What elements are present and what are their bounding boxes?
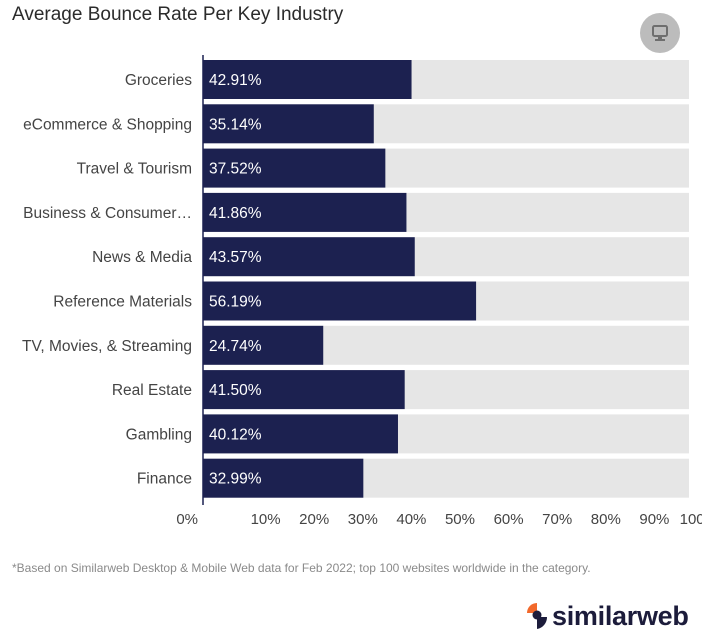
x-tick-label: 40% bbox=[396, 511, 426, 528]
bar-chart: 42.91% Groceries 35.14% eCommerce & Shoppin… bbox=[22, 55, 702, 528]
chart-title: Average Bounce Rate Per Key Industry bbox=[12, 4, 344, 25]
category-label: News & Media bbox=[92, 249, 192, 266]
category-label: Travel & Tourism bbox=[77, 161, 192, 178]
category-label: Business & Consumer… bbox=[23, 205, 192, 222]
brand-name: similarweb bbox=[552, 600, 689, 631]
bar[interactable] bbox=[203, 325, 324, 365]
x-tick-label: 50% bbox=[445, 511, 475, 528]
x-tick-label: 70% bbox=[542, 511, 572, 528]
x-tick-label: 20% bbox=[299, 511, 329, 528]
bar-value-label: 56.19% bbox=[209, 294, 262, 311]
category-label: Groceries bbox=[125, 72, 192, 89]
bar[interactable] bbox=[203, 60, 412, 99]
screen-view-button[interactable] bbox=[640, 13, 680, 53]
bar[interactable] bbox=[203, 370, 405, 410]
x-tick-label: 0% bbox=[176, 511, 198, 528]
bar[interactable] bbox=[203, 414, 398, 454]
category-label: Finance bbox=[137, 471, 192, 488]
x-tick-label: 30% bbox=[348, 511, 378, 528]
category-label: Real Estate bbox=[112, 382, 192, 399]
footnote: *Based on Similarweb Desktop & Mobile We… bbox=[12, 561, 591, 575]
bar[interactable] bbox=[203, 104, 374, 144]
x-tick-label: 60% bbox=[494, 511, 524, 528]
bar[interactable] bbox=[203, 192, 407, 232]
x-tick-label: 80% bbox=[591, 511, 621, 528]
monitor-icon bbox=[652, 25, 668, 41]
bar-value-label: 24.74% bbox=[209, 338, 262, 355]
category-label: Reference Materials bbox=[53, 294, 192, 311]
x-tick-label: 100% bbox=[680, 511, 702, 528]
similarweb-logo-icon bbox=[527, 603, 548, 629]
bar-value-label: 37.52% bbox=[209, 161, 262, 178]
category-label: eCommerce & Shopping bbox=[23, 116, 192, 133]
category-label: Gambling bbox=[126, 426, 192, 443]
bar-value-label: 42.91% bbox=[209, 72, 262, 89]
bar[interactable] bbox=[203, 148, 386, 188]
x-tick-label: 90% bbox=[639, 511, 669, 528]
bar-value-label: 41.86% bbox=[209, 205, 262, 222]
bar-value-label: 41.50% bbox=[209, 382, 262, 399]
bar-value-label: 40.12% bbox=[209, 426, 262, 443]
category-label: TV, Movies, & Streaming bbox=[22, 338, 192, 355]
bar[interactable] bbox=[203, 281, 477, 321]
brand-logo: similarweb bbox=[526, 598, 689, 634]
bar[interactable] bbox=[203, 458, 364, 498]
bar-value-label: 43.57% bbox=[209, 249, 262, 266]
x-tick-label: 10% bbox=[251, 511, 281, 528]
bar-value-label: 35.14% bbox=[209, 116, 262, 133]
bar[interactable] bbox=[203, 237, 415, 277]
bar-value-label: 32.99% bbox=[209, 471, 262, 488]
